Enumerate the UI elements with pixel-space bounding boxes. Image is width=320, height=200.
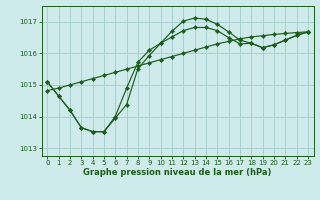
X-axis label: Graphe pression niveau de la mer (hPa): Graphe pression niveau de la mer (hPa)	[84, 168, 272, 177]
